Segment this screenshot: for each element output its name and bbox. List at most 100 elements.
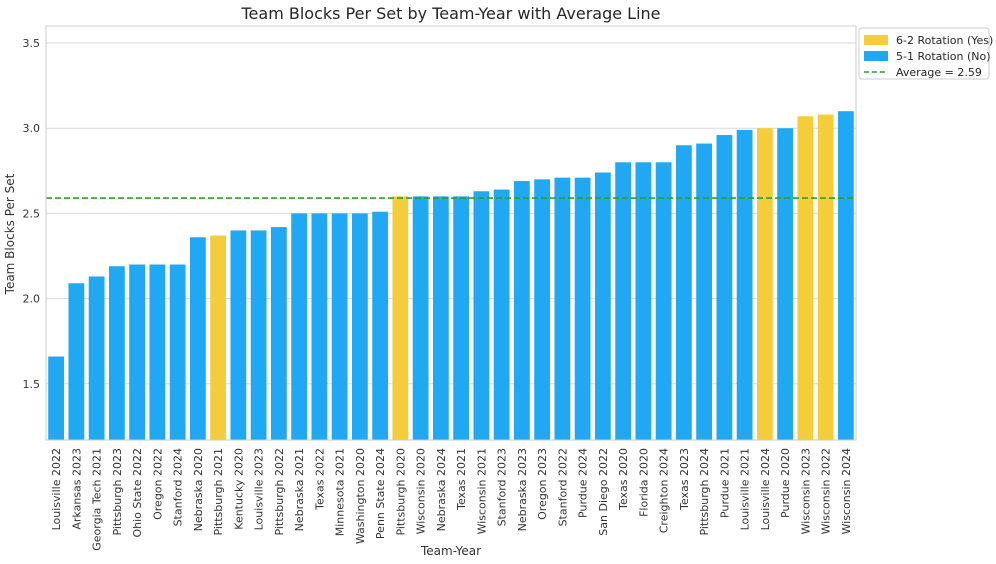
- x-tick-label: Minnesota 2021: [334, 448, 347, 536]
- x-tick-label: Arkansas 2023: [70, 448, 83, 530]
- legend-label: 5-1 Rotation (No): [896, 50, 991, 63]
- bar: [270, 227, 287, 440]
- x-tick-label: Pittsburgh 2021: [212, 448, 225, 536]
- x-axis-label: Team-Year: [420, 544, 481, 558]
- x-tick-label: Washington 2020: [354, 448, 367, 544]
- x-tick-labels: Louisville 2022 Arkansas 2023 Georgia Tech…: [50, 448, 853, 551]
- x-tick-label: San Diego 2022: [597, 448, 610, 536]
- bar: [169, 264, 186, 440]
- bar: [817, 114, 834, 440]
- bar: [574, 177, 591, 440]
- x-tick-label: Nebraska 2023: [516, 448, 529, 531]
- y-tick-label: 2.5: [23, 207, 41, 220]
- bar: [129, 264, 146, 440]
- x-tick-label: Pittsburgh 2020: [394, 448, 407, 536]
- x-tick-label: Nebraska 2020: [192, 448, 205, 531]
- bar: [777, 128, 794, 440]
- bar: [48, 356, 65, 440]
- x-tick-label: Purdue 2021: [718, 448, 731, 518]
- bar: [675, 145, 692, 440]
- legend-swatch: [864, 35, 888, 45]
- bar: [68, 283, 85, 440]
- bar: [513, 181, 530, 440]
- y-axis-label: Team Blocks Per Set: [3, 173, 17, 295]
- legend-swatch: [864, 51, 888, 61]
- x-tick-label: Stanford 2024: [172, 448, 185, 526]
- x-tick-label: Wisconsin 2020: [415, 448, 428, 534]
- bar: [432, 196, 449, 440]
- bar: [230, 230, 247, 440]
- bar: [88, 276, 105, 440]
- x-tick-label: Louisville 2024: [759, 448, 772, 530]
- bars: [48, 111, 854, 441]
- x-tick-label: Kentucky 2020: [232, 448, 245, 530]
- bar: [412, 196, 429, 440]
- x-tick-label: Nebraska 2021: [293, 448, 306, 531]
- bar: [554, 177, 571, 440]
- bar: [189, 237, 206, 440]
- x-tick-label: Wisconsin 2024: [840, 448, 853, 534]
- x-tick-label: Texas 2022: [313, 448, 326, 511]
- bar: [594, 172, 611, 440]
- x-tick-label: Oregon 2023: [536, 448, 549, 520]
- x-tick-label: Florida 2020: [637, 448, 650, 517]
- bar: [716, 135, 733, 440]
- x-tick-label: Wisconsin 2022: [820, 448, 833, 534]
- x-tick-label: Stanford 2022: [556, 448, 569, 526]
- legend-label: 6-2 Rotation (Yes): [896, 34, 993, 47]
- bar: [473, 191, 490, 440]
- bar: [756, 128, 773, 440]
- x-tick-label: Louisville 2023: [253, 448, 266, 530]
- bar: [615, 162, 632, 440]
- bar: [493, 189, 510, 440]
- bar: [351, 213, 368, 440]
- x-tick-label: Nebraska 2024: [435, 448, 448, 531]
- x-tick-label: Stanford 2023: [496, 448, 509, 526]
- x-tick-label: Louisville 2021: [739, 448, 752, 530]
- bar: [635, 162, 652, 440]
- x-tick-label: Pittsburgh 2024: [698, 448, 711, 536]
- x-tick-label: Texas 2020: [617, 448, 630, 511]
- x-tick-label: Texas 2021: [455, 448, 468, 511]
- x-tick-label: Oregon 2022: [151, 448, 164, 520]
- bar: [250, 230, 267, 440]
- bar: [149, 264, 166, 440]
- x-tick-label: Georgia Tech 2021: [91, 448, 104, 551]
- bar: [736, 129, 753, 441]
- x-tick-label: Wisconsin 2021: [475, 448, 488, 534]
- bar: [453, 196, 470, 440]
- bar: [331, 213, 348, 440]
- bar: [372, 211, 389, 440]
- x-tick-label: Creighton 2024: [658, 448, 671, 533]
- x-tick-label: Wisconsin 2023: [799, 448, 812, 534]
- x-tick-label: Purdue 2024: [577, 448, 590, 518]
- bar: [210, 235, 227, 440]
- x-tick-label: Purdue 2020: [779, 448, 792, 518]
- y-tick-label: 3.0: [23, 122, 41, 135]
- legend: 6-2 Rotation (Yes) 5-1 Rotation (No) Avera…: [858, 27, 993, 80]
- bar: [108, 266, 125, 440]
- chart-title: Team Blocks Per Set by Team-Year with Av…: [240, 4, 660, 23]
- legend-box: [858, 27, 990, 80]
- x-tick-label: Pittsburgh 2023: [111, 448, 124, 536]
- x-tick-label: Texas 2023: [678, 448, 691, 511]
- plot-frame: [45, 25, 857, 441]
- y-tick-labels: 1.5 2.0 2.5 3.0 3.5: [23, 37, 41, 391]
- y-tick-label: 1.5: [23, 378, 41, 391]
- bar: [291, 213, 308, 440]
- y-tick-label: 2.0: [23, 293, 41, 306]
- x-tick-label: Penn State 2024: [374, 448, 387, 539]
- bar: [311, 213, 328, 440]
- legend-label: Average = 2.59: [896, 66, 982, 79]
- bar: [837, 111, 854, 441]
- bar: [655, 162, 672, 440]
- y-tick-label: 3.5: [23, 37, 41, 50]
- bar: [534, 179, 551, 441]
- x-tick-label: Louisville 2022: [50, 448, 63, 530]
- bar: [696, 143, 713, 441]
- x-tick-label: Pittsburgh 2022: [273, 448, 286, 536]
- x-tick-label: Ohio State 2022: [131, 448, 144, 538]
- bar: [797, 116, 814, 440]
- bar: [392, 196, 409, 440]
